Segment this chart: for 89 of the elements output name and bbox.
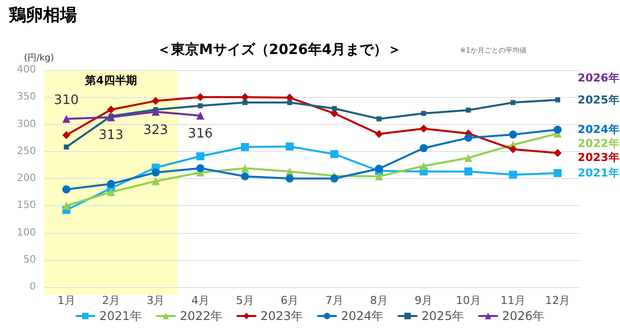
point [332, 106, 337, 112]
x-tick-label: 1月 [57, 294, 76, 307]
point [196, 164, 204, 172]
y-tick-label: 50 [23, 254, 36, 266]
x-tick-label: 8月 [370, 294, 388, 307]
point [62, 131, 70, 140]
point [62, 202, 70, 210]
point [375, 172, 383, 180]
point [242, 100, 248, 106]
point [196, 152, 204, 160]
legend-label: 2025年 [422, 309, 464, 323]
y-tick-label: 150 [16, 200, 36, 212]
point [241, 172, 249, 180]
point [420, 162, 428, 170]
point [509, 170, 517, 179]
point [330, 150, 338, 158]
point [64, 144, 69, 150]
legend-label: 2023年 [260, 309, 304, 323]
x-tick-label: 5月 [236, 294, 254, 307]
point [330, 174, 338, 182]
chart-subtitle: ＜東京Mサイズ（2026年4月まで）＞ [157, 41, 402, 58]
point [555, 97, 560, 102]
point [286, 174, 294, 182]
point [107, 188, 115, 196]
x-tick-label: 7月 [325, 294, 344, 307]
text: 2023年 [578, 151, 620, 164]
point [375, 130, 383, 138]
legend-label: 2026年 [502, 309, 545, 323]
point [421, 110, 426, 116]
text: 2025年 [578, 93, 620, 106]
point [107, 113, 115, 122]
point [286, 142, 294, 150]
y-tick-label: 300 [16, 118, 36, 130]
point [510, 100, 516, 106]
point [107, 106, 115, 114]
point [466, 108, 471, 113]
x-tick-label: 10月 [456, 294, 481, 307]
x-tick-label: 9月 [414, 294, 433, 307]
y-tick-label: 250 [16, 146, 36, 157]
point [198, 103, 203, 108]
y-tick-label: 100 [16, 227, 36, 238]
point [152, 108, 160, 116]
point [287, 100, 292, 106]
data-label: 323 [143, 122, 168, 138]
point [62, 185, 70, 194]
band-label: 第4四半期 [84, 74, 137, 87]
chart-title: 鶏卵相場 [8, 6, 77, 26]
point [107, 180, 115, 188]
point [464, 167, 472, 176]
point [152, 177, 160, 186]
point [509, 145, 517, 154]
point [241, 164, 249, 172]
y-tick-label: 400 [16, 64, 36, 76]
y-tick-label: 0 [30, 282, 36, 292]
point [241, 143, 249, 152]
text: 2021年 [578, 166, 620, 180]
x-tick-label: 11月 [500, 294, 526, 307]
legend-label: 2024年 [341, 309, 384, 323]
y-tick-label: 200 [16, 173, 36, 184]
point [554, 126, 562, 134]
point [196, 112, 204, 120]
point [152, 168, 160, 177]
y-axis-title: (円/kg) [24, 54, 54, 64]
text: 2022年 [578, 137, 620, 150]
point [420, 124, 428, 133]
x-tick-label: 3月 [146, 294, 165, 307]
point [464, 154, 472, 162]
x-tick-label: 4月 [191, 294, 210, 307]
point [554, 149, 562, 158]
point [196, 93, 204, 102]
point [420, 144, 428, 152]
point [464, 134, 472, 142]
point [509, 130, 517, 139]
x-tick-label: 6月 [280, 294, 299, 307]
point [62, 114, 70, 123]
data-label: 313 [98, 128, 124, 144]
text: 2026年 [578, 72, 620, 84]
point [554, 169, 562, 178]
point [241, 93, 249, 102]
x-tick-label: 2月 [102, 294, 120, 307]
x-tick-label: 12月 [545, 294, 570, 307]
legend-label: 2022年 [180, 309, 222, 323]
text: 2024年 [578, 123, 620, 136]
legend-label: 2021年 [99, 309, 142, 323]
y-tick-label: 350 [16, 92, 36, 103]
data-label: 310 [54, 92, 79, 108]
point [152, 96, 160, 105]
point [376, 116, 382, 122]
data-label: 316 [188, 126, 213, 142]
